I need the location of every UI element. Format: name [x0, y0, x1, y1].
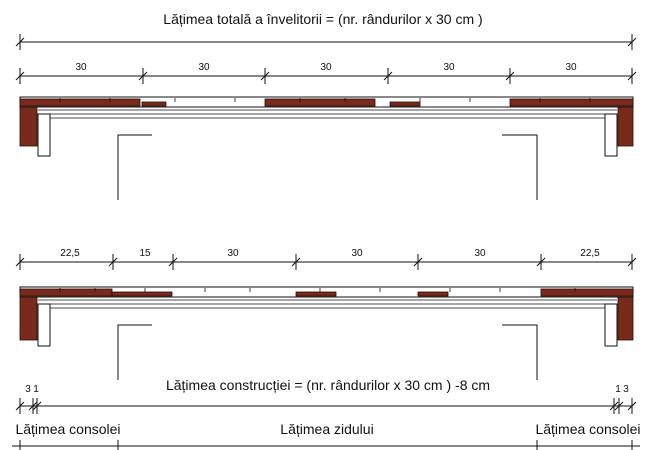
bottom-left-brick-post	[19, 293, 38, 341]
bottom-dim-3: 30	[227, 248, 239, 259]
bottom-dim-6: 22,5	[580, 248, 600, 259]
top-dim-5: 30	[565, 62, 577, 73]
top-roof-section	[19, 96, 634, 200]
top-left-brick-post	[19, 103, 38, 147]
top-dim-1: 30	[75, 62, 87, 73]
top-dim-4: 30	[443, 62, 455, 73]
bottom-right-brick-post	[617, 293, 634, 341]
bottom-row-dimension-line	[15, 254, 637, 270]
right-offset-1: 1	[615, 384, 621, 395]
bottom-dim-4: 30	[351, 248, 363, 259]
total-width-dimension-line	[15, 34, 637, 50]
bottom-roof-section	[19, 286, 634, 380]
right-offset-3: 3	[623, 384, 629, 395]
top-dim-2: 30	[198, 62, 210, 73]
top-row-dimension-line	[15, 68, 637, 84]
top-right-brick-post	[617, 103, 634, 147]
construction-dimension-line	[15, 398, 637, 414]
left-offset-1: 1	[33, 384, 39, 395]
right-console-label: Lățimea consolei	[535, 421, 640, 437]
footer-dimension-line	[12, 440, 640, 450]
construction-width-caption: Lățimea construcției = (nr. rândurilor x…	[166, 377, 490, 393]
left-console-label: Lățimea consolei	[15, 421, 120, 437]
wall-width-label: Lățimea zidului	[280, 421, 373, 437]
bottom-dim-5: 30	[474, 248, 486, 259]
total-width-title: Lățimea totală a învelitorii = (nr. rând…	[163, 11, 482, 27]
top-dim-3: 30	[320, 62, 332, 73]
bottom-dim-1: 22,5	[60, 248, 80, 259]
left-offset-3: 3	[25, 384, 31, 395]
bottom-dim-2: 15	[139, 248, 151, 259]
